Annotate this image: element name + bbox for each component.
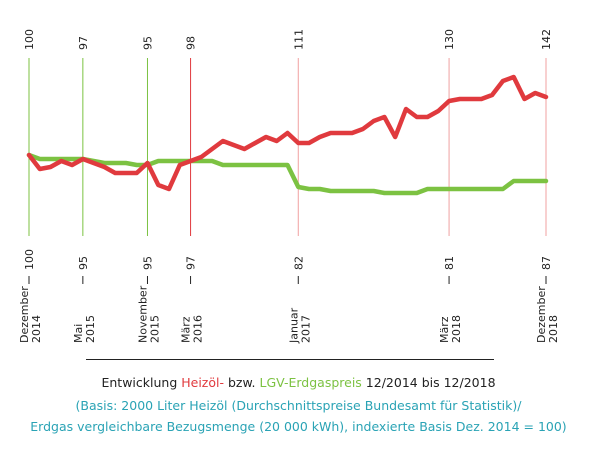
marker-value-gas: 100 <box>23 249 36 270</box>
title-gas-label: LGV-Erdgaspreis <box>259 375 362 390</box>
tick-label-month: Dezember <box>18 286 31 343</box>
title-middle: bzw. <box>224 375 260 390</box>
tick-label-month: März <box>438 316 451 343</box>
oil-price-line <box>26 74 549 192</box>
tick-label-month: März <box>180 316 193 343</box>
tick-label-year: 2018 <box>547 315 560 343</box>
marker-value-oil: 95 <box>141 36 154 50</box>
marker-value-gas: 97 <box>185 256 198 270</box>
tick-label-year: 2015 <box>84 315 97 343</box>
tick-label-year: 2017 <box>299 315 312 343</box>
marker-value-oil: 97 <box>77 36 90 50</box>
chart-title: Entwicklung Heizöl- bzw. LGV-Erdgaspreis… <box>0 375 597 390</box>
tick-label-year: 2015 <box>148 315 161 343</box>
tick-label-year: 2018 <box>450 315 463 343</box>
title-oil-label: Heizöl- <box>181 375 224 390</box>
tick-label-month: Januar <box>287 307 300 344</box>
marker-value-oil: 98 <box>185 36 198 50</box>
tick-label-year: 2016 <box>192 315 205 343</box>
marker-value-gas: 87 <box>540 256 553 270</box>
marker-value-gas: 95 <box>141 256 154 270</box>
tick-label-month: Dezember <box>535 286 548 343</box>
marker-value-gas: 95 <box>77 256 90 270</box>
marker-value-oil: 142 <box>540 29 553 50</box>
title-suffix: 12/2014 bis 12/2018 <box>361 375 496 390</box>
marker-value-oil: 130 <box>443 29 456 50</box>
tick-label-year: 2014 <box>30 315 43 343</box>
marker-value-oil: 111 <box>292 29 305 50</box>
marker-value-oil: 100 <box>23 29 36 50</box>
gas-price-line <box>26 152 549 196</box>
tick-label-month: Mai <box>72 324 85 343</box>
chart-subtitle-line1: (Basis: 2000 Liter Heizöl (Durchschnitts… <box>75 398 522 413</box>
tick-label-month: November <box>136 285 149 343</box>
title-prefix: Entwicklung <box>101 375 182 390</box>
marker-value-gas: 82 <box>292 256 305 270</box>
caption-separator <box>86 359 494 360</box>
chart-subtitle-line2: Erdgas vergleichbare Bezugsmenge (20 000… <box>30 419 567 434</box>
marker-value-gas: 81 <box>443 256 456 270</box>
